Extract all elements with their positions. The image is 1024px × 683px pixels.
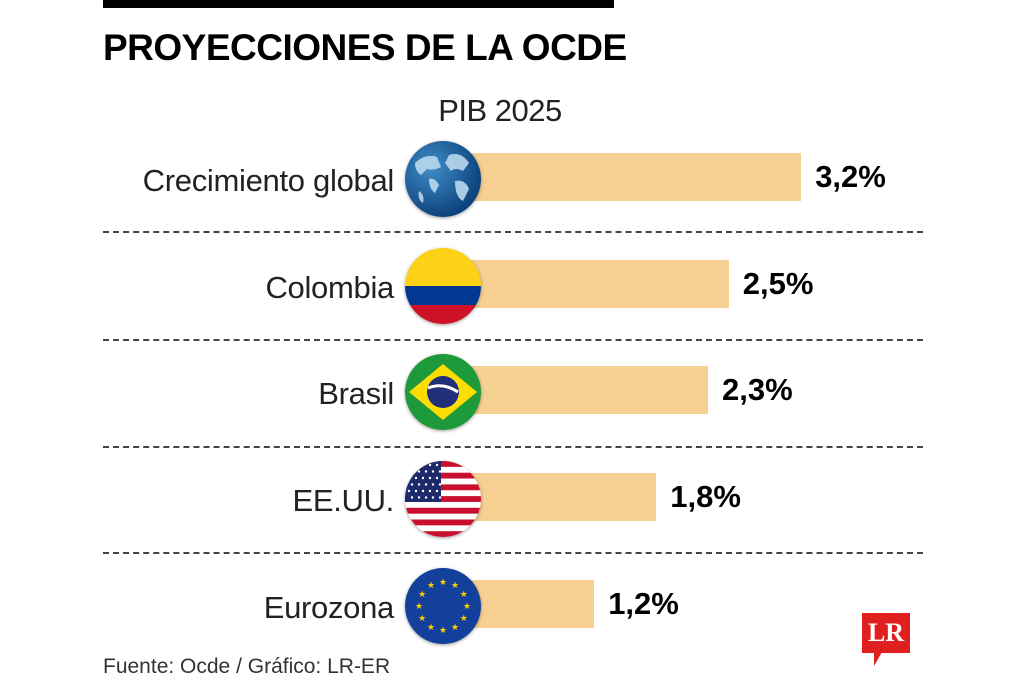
eu-flag-icon: ★ ★ ★ ★ ★ ★ ★ ★ ★ ★ ★ ★	[405, 568, 481, 644]
svg-text:★: ★	[451, 622, 459, 632]
bar-row: Brasil 2,3%	[0, 354, 1024, 438]
row-divider	[103, 339, 923, 341]
category-label: Crecimiento global	[142, 163, 395, 198]
bar-row: Crecimiento global 3,2%	[0, 141, 1024, 225]
colombia-flag-icon	[405, 248, 481, 324]
bar-row: Colombia 2,5%	[0, 248, 1024, 332]
value-label: 2,3%	[722, 372, 793, 407]
svg-text:★: ★	[463, 601, 471, 611]
row-divider	[103, 552, 923, 554]
value-label: 1,2%	[608, 586, 679, 621]
globe-icon	[405, 141, 481, 217]
svg-text:★: ★	[460, 613, 468, 623]
value-label: 3,2%	[815, 159, 886, 194]
bar	[470, 580, 595, 628]
lr-logo-tail	[874, 652, 882, 666]
value-label: 1,8%	[670, 479, 741, 514]
category-label: EE.UU.	[292, 483, 394, 518]
bar	[470, 153, 802, 201]
svg-text:★: ★	[415, 601, 423, 611]
chart-subtitle: PIB 2025	[438, 93, 562, 128]
value-label: 2,5%	[742, 266, 814, 301]
svg-text:★: ★	[439, 577, 447, 587]
row-divider	[103, 446, 923, 448]
category-label: Eurozona	[263, 590, 395, 625]
chart-title: PROYECCIONES DE LA OCDE	[103, 27, 627, 68]
category-label: Colombia	[265, 270, 394, 305]
bar	[470, 260, 729, 308]
category-label: Brasil	[318, 376, 394, 411]
brazil-flag-icon	[405, 354, 481, 430]
svg-text:★: ★	[418, 613, 426, 623]
svg-text:★: ★	[427, 580, 435, 590]
svg-text:★: ★	[427, 622, 435, 632]
svg-text:★: ★	[418, 589, 426, 599]
source-note: Fuente: Ocde / Gráfico: LR-ER	[103, 655, 391, 678]
bar	[470, 366, 709, 414]
bar	[470, 473, 657, 521]
lr-logo: LR	[862, 613, 910, 653]
usa-flag-icon	[405, 461, 481, 537]
bar-row: Eurozona ★ ★ ★ ★ ★ ★ ★ ★ ★ ★ ★ ★ 1,2%	[0, 568, 1024, 652]
svg-text:★: ★	[451, 580, 459, 590]
top-rule	[103, 0, 614, 8]
bar-row: EE.UU. 1,8%	[0, 461, 1024, 545]
svg-text:★: ★	[460, 589, 468, 599]
row-divider	[103, 231, 923, 233]
svg-text:★: ★	[439, 625, 447, 635]
